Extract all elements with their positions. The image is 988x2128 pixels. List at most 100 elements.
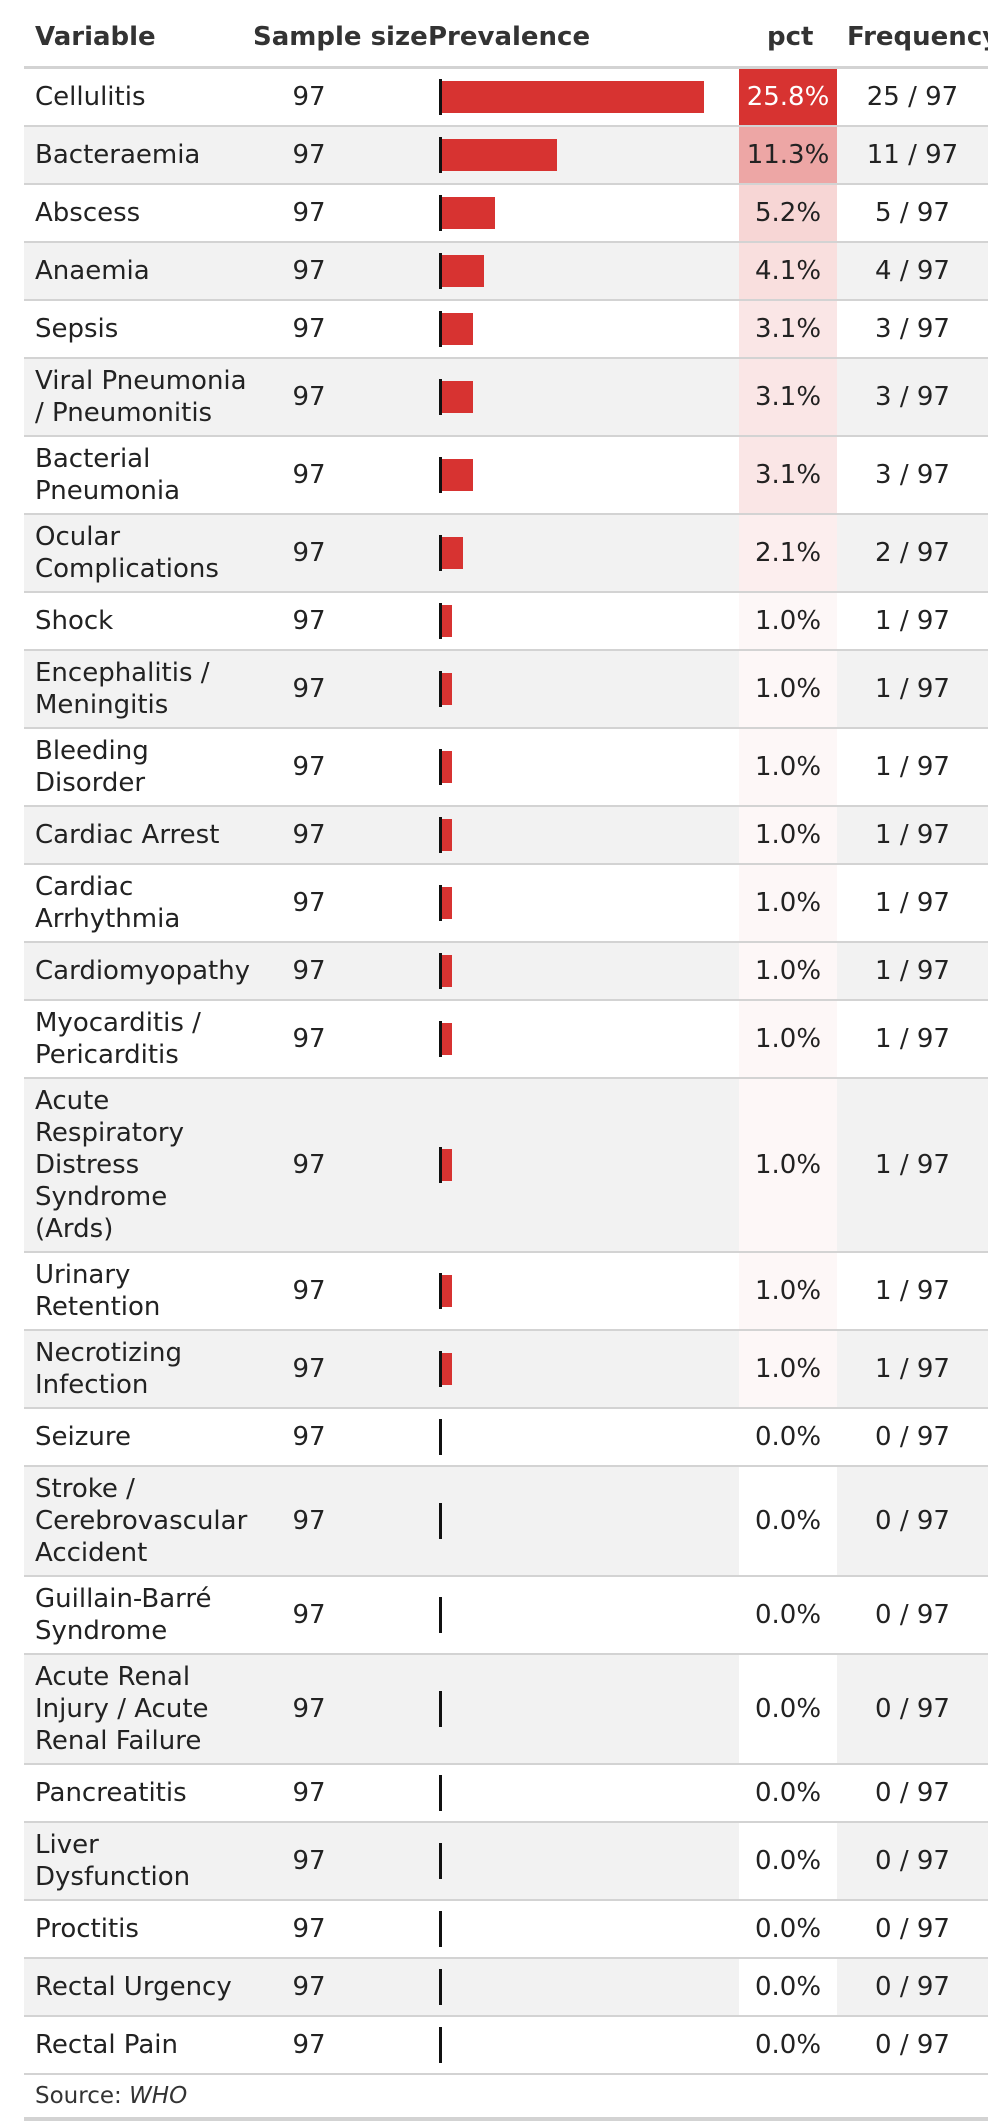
table-row: Pancreatitis 97 0.0% 0 / 97 [24,1765,988,1823]
table-row: Acute Respiratory Distress Syndrome (Ard… [24,1079,988,1253]
prevalence-cell [439,729,764,805]
frequency-cell: 0 / 97 [875,1778,950,1808]
prevalence-bar [442,381,474,413]
frequency-cell: 1 / 97 [875,752,950,782]
prevalence-cell [439,185,764,241]
frequency-cell: 3 / 97 [875,460,950,490]
prevalence-bar [442,887,453,919]
pct-cell: 1.0% [739,1331,837,1407]
sample-size-cell: 97 [292,1972,326,2002]
frequency-cell: 0 / 97 [875,1506,950,1536]
table-row: Cardiomyopathy 97 1.0% 1 / 97 [24,943,988,1001]
prevalence-cell [439,1409,764,1465]
header-variable: Variable [35,22,156,52]
variable-cell: Bacteraemia [35,140,201,170]
table-row: Stroke / Cerebrovascular Accident 97 0.0% 0… [24,1467,988,1577]
prevalence-bar [442,81,704,113]
sample-size-cell: 97 [292,1694,326,1724]
sample-size-cell: 97 [292,888,326,918]
frequency-cell: 1 / 97 [875,1150,950,1180]
table-row: Abscess 97 5.2% 5 / 97 [24,185,988,243]
table-header: Variable Sample size Prevalence pct Freq… [24,0,988,69]
frequency-cell: 1 / 97 [875,674,950,704]
header-pct: pct [767,22,814,52]
frequency-cell: 0 / 97 [875,1600,950,1630]
prevalence-cell [439,243,764,299]
table-row: Bacteraemia 97 11.3% 11 / 97 [24,127,988,185]
bar-baseline [439,1419,442,1455]
table-row: Urinary Retention 97 1.0% 1 / 97 [24,1253,988,1331]
table-row: Rectal Pain 97 0.0% 0 / 97 [24,2017,988,2075]
prevalence-cell [439,301,764,357]
pct-cell: 5.2% [739,185,837,241]
frequency-cell: 3 / 97 [875,314,950,344]
prevalence-table: Variable Sample size Prevalence pct Freq… [24,0,988,2121]
variable-cell: Rectal Urgency [35,1972,232,2002]
frequency-cell: 0 / 97 [875,1846,950,1876]
frequency-cell: 0 / 97 [875,1422,950,1452]
table-row: Liver Dysfunction 97 0.0% 0 / 97 [24,1823,988,1901]
bar-baseline [439,311,442,347]
bar-baseline [439,1273,442,1309]
pct-cell: 1.0% [739,807,837,863]
prevalence-cell [439,1901,764,1957]
prevalence-cell [439,593,764,649]
pct-cell: 0.0% [739,1409,837,1465]
prevalence-cell [439,1959,764,2015]
variable-cell: Acute Respiratory Distress Syndrome (Ard… [35,1086,184,1244]
bar-baseline [439,1147,442,1183]
prevalence-bar [442,819,453,851]
prevalence-cell [439,2017,764,2073]
bar-baseline [439,535,442,571]
table-row: Rectal Urgency 97 0.0% 0 / 97 [24,1959,988,2017]
table-row: Acute Renal Injury / Acute Renal Failure… [24,1655,988,1765]
variable-cell: Bacterial Pneumonia [35,444,181,506]
prevalence-bar [442,459,474,491]
frequency-cell: 1 / 97 [875,1354,950,1384]
variable-cell: Sepsis [35,314,119,344]
sample-size-cell: 97 [292,2030,326,2060]
prevalence-bar [442,313,474,345]
prevalence-cell [439,437,764,513]
prevalence-cell [439,515,764,591]
header-sample-size: Sample size [253,22,428,52]
pct-cell: 0.0% [739,1765,837,1821]
prevalence-bar [442,537,464,569]
bar-baseline [439,1597,442,1633]
sample-size-cell: 97 [292,956,326,986]
bar-baseline [439,953,442,989]
table-row: Bleeding Disorder 97 1.0% 1 / 97 [24,729,988,807]
prevalence-bar [442,955,453,987]
variable-cell: Cardiomyopathy [35,956,251,986]
bar-baseline [439,137,442,173]
source-label: Source: [35,2083,122,2109]
pct-cell: 2.1% [739,515,837,591]
bar-baseline [439,1351,442,1387]
prevalence-bar [442,1023,453,1055]
table-row: Necrotizing Infection 97 1.0% 1 / 97 [24,1331,988,1409]
frequency-cell: 1 / 97 [875,820,950,850]
source-note: Source: WHO [24,2075,988,2121]
sample-size-cell: 97 [292,1506,326,1536]
bar-baseline [439,1021,442,1057]
prevalence-cell [439,651,764,727]
bar-baseline [439,195,442,231]
variable-cell: Cardiac Arrhythmia [35,872,181,934]
pct-cell: 3.1% [739,437,837,513]
frequency-cell: 0 / 97 [875,2030,950,2060]
prevalence-bar [442,139,557,171]
header-prevalence: Prevalence [428,22,591,52]
prevalence-cell [439,1331,764,1407]
pct-cell: 1.0% [739,1079,837,1251]
prevalence-cell [439,1577,764,1653]
variable-cell: Guillain-Barré Syndrome [35,1584,212,1646]
bar-baseline [439,1969,442,2005]
bar-baseline [439,1503,442,1539]
pct-cell: 1.0% [739,865,837,941]
variable-cell: Cellulitis [35,82,146,112]
bar-baseline [439,379,442,415]
sample-size-cell: 97 [292,460,326,490]
bar-baseline [439,1911,442,1947]
pct-cell: 1.0% [739,943,837,999]
source-value: WHO [129,2083,188,2109]
